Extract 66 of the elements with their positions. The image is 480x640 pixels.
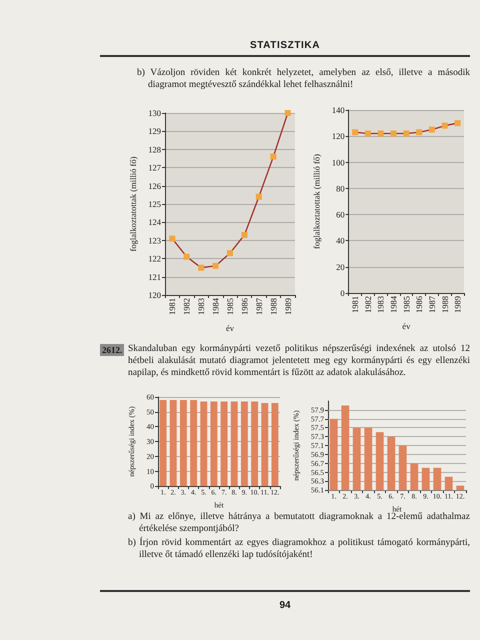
y-tick-label: 80 [336, 183, 345, 194]
x-tick-label: 1984 [210, 297, 221, 315]
y-tick-label: 60 [336, 210, 345, 220]
y-tick-label: 128 [148, 144, 161, 154]
x-tick-label: 1983 [196, 298, 206, 315]
x-axis-title: év [226, 323, 235, 334]
point [169, 236, 176, 242]
x-tick-label: 1988 [440, 296, 450, 313]
point [442, 122, 448, 129]
x-tick-label: 1986 [239, 298, 250, 315]
y-tick-label: 20 [336, 262, 345, 272]
x-tick-label: 1987 [254, 298, 264, 315]
point [364, 130, 371, 137]
point [256, 194, 262, 200]
point [227, 250, 233, 256]
point [284, 110, 291, 116]
x-axis-title: év [402, 321, 412, 332]
y-tick-label: 40 [336, 236, 345, 246]
y-tick-label: 121 [148, 272, 161, 282]
y-axis-title: foglalkoztatottak (millió fő) [128, 156, 138, 252]
point [352, 129, 358, 136]
point [198, 264, 204, 271]
y-tick-label: 129 [148, 126, 161, 136]
y-tick-label: 140 [332, 105, 345, 115]
x-tick-label: 1989 [282, 298, 293, 315]
text: 2612. [100, 344, 124, 356]
text: 94 [278, 600, 292, 612]
point [454, 120, 461, 126]
x-tick-label: 1982 [362, 296, 373, 313]
y-tick-label: 120 [148, 290, 161, 300]
x-tick-label: 1986 [414, 296, 424, 313]
y-tick-label: 126 [148, 180, 161, 191]
point [270, 154, 276, 160]
point [416, 129, 422, 136]
point [241, 232, 248, 238]
x-tick-label: 1983 [376, 296, 386, 313]
x-tick-label: 1985 [401, 296, 412, 313]
y-tick-label: 0 [340, 288, 345, 298]
y-tick-label: 120 [332, 131, 345, 142]
x-tick-label: 1985 [225, 298, 235, 315]
x-tick-label: 1982 [182, 298, 192, 315]
point [212, 262, 219, 269]
text: b) Vázoljon röviden két konkrét helyzetet, amelyben az első, illetve a második diagramot megtévesztő szándékkal lehet felhasználni! [137, 67, 470, 91]
x-tick-label: 1987 [426, 296, 437, 313]
text: b) Írjon rövid kommentárt az egyes diagramokhoz a politikust támogató kormánypárti, illetve őt támadó ellenzéki lap tudósítójaként! [128, 537, 470, 561]
x-tick-label: 1981 [350, 296, 360, 313]
point [428, 126, 435, 133]
y-tick-label: 124 [148, 217, 162, 228]
y-tick-label: 122 [148, 254, 161, 264]
y-tick-label: 123 [148, 235, 161, 246]
text: a) Mi az előnye, illetve hátránya a bemutatott diagramoknak a 12-elemű adathalmaz értékelése szempontjából? [128, 512, 470, 535]
x-tick-label: 1988 [268, 298, 278, 315]
x-tick-label: 1984 [388, 295, 399, 313]
x-tick-label: 1989 [452, 296, 463, 313]
y-tick-label: 125 [148, 199, 161, 209]
point [184, 254, 190, 260]
y-tick-label: 100 [332, 157, 345, 168]
x-tick-label: 1981 [167, 298, 178, 315]
y-tick-label: 127 [148, 162, 161, 173]
y-tick-label: 130 [148, 108, 161, 118]
point [378, 130, 384, 137]
text: STATISZTIKA [248, 40, 322, 52]
point [403, 130, 410, 137]
point [390, 130, 397, 137]
y-axis-title: foglalkoztatottak (millió fő) [312, 154, 322, 249]
text: Skandaluban egy kormánypárti vezető politikus népszerűségi indexének az utolsó 12 hétbeli alakulását mutató diagramot jelentetett meg egy kormánypárti és egy ellenzéki napilap, és mindkettő rövid kommentárt is fűzött az adatok alakulásához. [128, 343, 470, 379]
